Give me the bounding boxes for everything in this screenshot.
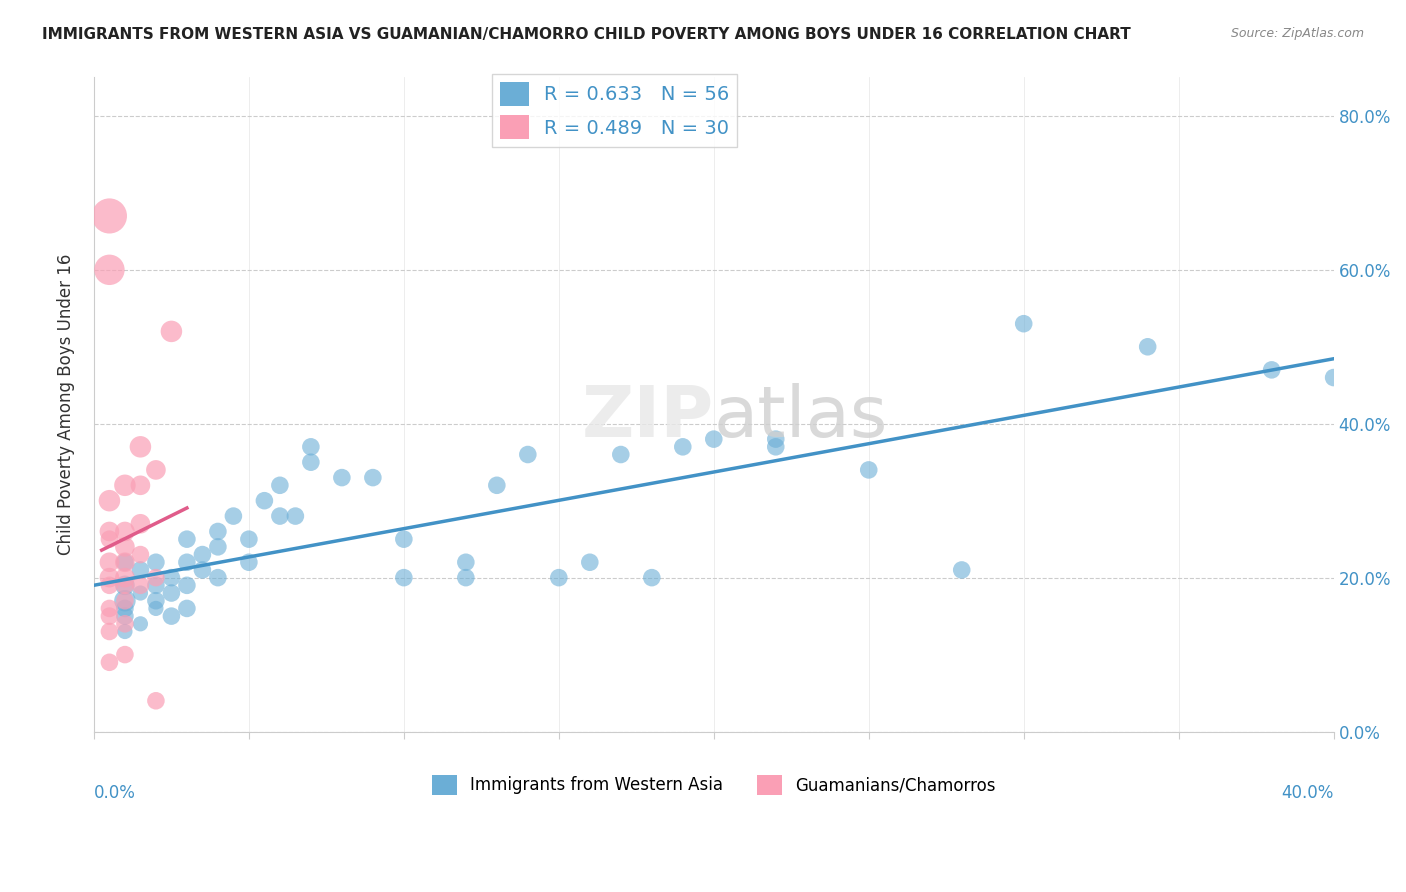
Point xyxy=(114,609,136,624)
Text: 40.0%: 40.0% xyxy=(1281,784,1334,802)
Point xyxy=(145,578,167,592)
Point xyxy=(114,578,136,592)
Point xyxy=(114,601,136,615)
Point xyxy=(299,455,322,469)
Legend: Immigrants from Western Asia, Guamanians/Chamorros: Immigrants from Western Asia, Guamanians… xyxy=(426,768,1002,802)
Text: IMMIGRANTS FROM WESTERN ASIA VS GUAMANIAN/CHAMORRO CHILD POVERTY AMONG BOYS UNDE: IMMIGRANTS FROM WESTERN ASIA VS GUAMANIA… xyxy=(42,27,1130,42)
Point xyxy=(114,578,136,592)
Point xyxy=(129,478,152,492)
Point xyxy=(299,440,322,454)
Point xyxy=(129,586,152,600)
Point xyxy=(253,493,276,508)
Point xyxy=(98,524,121,539)
Point xyxy=(129,516,152,531)
Point xyxy=(98,571,121,585)
Point xyxy=(98,532,121,546)
Y-axis label: Child Poverty Among Boys Under 16: Child Poverty Among Boys Under 16 xyxy=(58,254,75,555)
Point xyxy=(114,593,136,607)
Point xyxy=(1260,363,1282,377)
Point xyxy=(114,593,136,607)
Point xyxy=(950,563,973,577)
Point xyxy=(610,448,633,462)
Point xyxy=(145,694,167,708)
Point xyxy=(98,493,121,508)
Point xyxy=(672,440,695,454)
Point xyxy=(98,209,121,223)
Point xyxy=(1136,340,1159,354)
Point xyxy=(858,463,880,477)
Point xyxy=(207,540,229,554)
Point xyxy=(98,555,121,569)
Point xyxy=(114,555,136,569)
Point xyxy=(1012,317,1035,331)
Point xyxy=(114,616,136,631)
Point xyxy=(207,571,229,585)
Point xyxy=(98,609,121,624)
Point xyxy=(765,432,787,446)
Point xyxy=(145,555,167,569)
Point xyxy=(145,593,167,607)
Point xyxy=(1323,370,1346,384)
Point xyxy=(129,548,152,562)
Point xyxy=(114,555,136,569)
Point xyxy=(207,524,229,539)
Point xyxy=(98,578,121,592)
Point xyxy=(145,571,167,585)
Point xyxy=(114,571,136,585)
Point xyxy=(160,586,183,600)
Point xyxy=(703,432,725,446)
Point xyxy=(114,540,136,554)
Point xyxy=(114,524,136,539)
Point xyxy=(114,648,136,662)
Point xyxy=(269,509,291,524)
Point xyxy=(191,548,214,562)
Point xyxy=(765,440,787,454)
Point xyxy=(176,532,198,546)
Point xyxy=(176,555,198,569)
Point xyxy=(160,571,183,585)
Point xyxy=(98,601,121,615)
Point xyxy=(392,571,415,585)
Point xyxy=(547,571,569,585)
Point xyxy=(129,578,152,592)
Text: 0.0%: 0.0% xyxy=(94,784,136,802)
Point xyxy=(160,609,183,624)
Point xyxy=(98,262,121,277)
Point xyxy=(114,624,136,639)
Point xyxy=(269,478,291,492)
Point xyxy=(454,555,477,569)
Point xyxy=(191,563,214,577)
Point xyxy=(284,509,307,524)
Point xyxy=(98,624,121,639)
Point xyxy=(516,448,538,462)
Point xyxy=(129,440,152,454)
Point xyxy=(222,509,245,524)
Text: atlas: atlas xyxy=(714,383,889,452)
Point xyxy=(330,470,353,484)
Point xyxy=(238,555,260,569)
Point xyxy=(578,555,600,569)
Point xyxy=(176,601,198,615)
Point xyxy=(641,571,664,585)
Point xyxy=(392,532,415,546)
Point xyxy=(454,571,477,585)
Text: Source: ZipAtlas.com: Source: ZipAtlas.com xyxy=(1230,27,1364,40)
Point xyxy=(129,616,152,631)
Point xyxy=(129,563,152,577)
Point xyxy=(238,532,260,546)
Point xyxy=(485,478,508,492)
Point xyxy=(361,470,384,484)
Point xyxy=(160,325,183,339)
Point xyxy=(176,578,198,592)
Point xyxy=(98,655,121,669)
Point xyxy=(145,463,167,477)
Point xyxy=(114,478,136,492)
Point xyxy=(145,601,167,615)
Text: ZIP: ZIP xyxy=(582,383,714,452)
